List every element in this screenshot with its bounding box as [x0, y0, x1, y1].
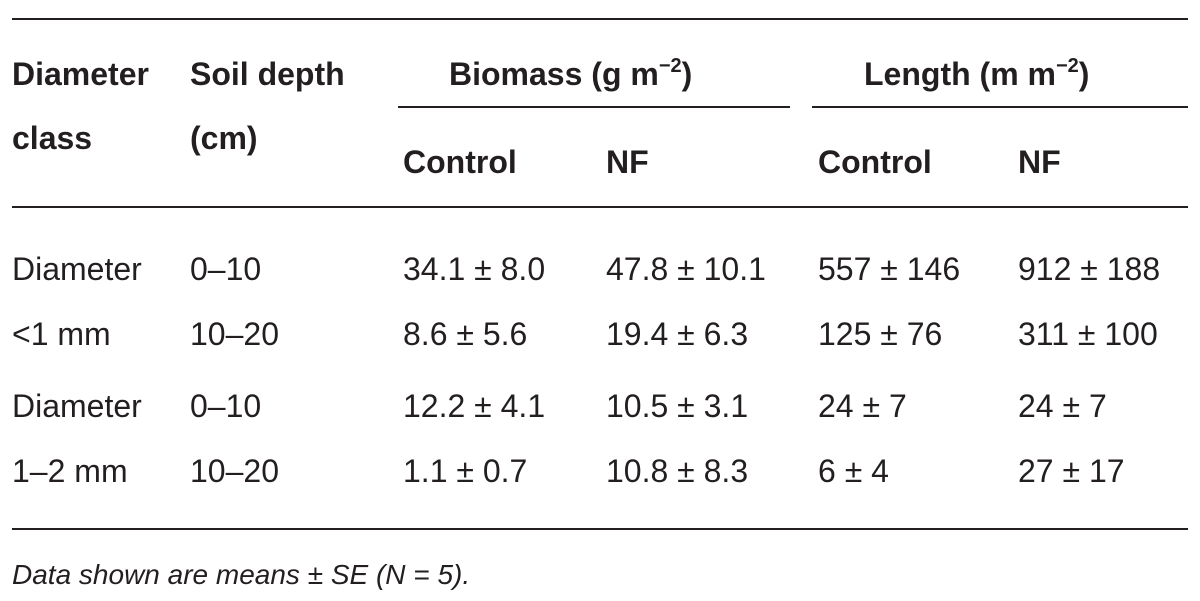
row2-length-nf: 311 ± 100	[1018, 316, 1158, 352]
table-top-rule	[12, 18, 1188, 20]
row4-class: 1–2 mm	[12, 453, 128, 489]
row4-length-control: 6 ± 4	[818, 453, 889, 489]
length-group-rule	[812, 106, 1188, 108]
header-length-text: Length (m m	[864, 56, 1056, 92]
header-biomass-nf: NF	[606, 144, 649, 180]
row3-class: Diameter	[12, 388, 142, 424]
header-biomass-text: Biomass (g m	[449, 56, 659, 92]
row3-length-nf: 24 ± 7	[1018, 388, 1107, 424]
row4-biomass-nf: 10.8 ± 8.3	[606, 453, 749, 489]
header-biomass-control: Control	[403, 144, 517, 180]
row1-length-nf: 912 ± 188	[1018, 251, 1161, 287]
biomass-group-rule	[398, 106, 790, 108]
row2-length-control: 125 ± 76	[818, 316, 943, 352]
header-length-nf: NF	[1018, 144, 1061, 180]
row1-biomass-control: 34.1 ± 8.0	[403, 251, 546, 287]
header-biomass-group: Biomass (g m−2)	[449, 55, 693, 92]
row1-biomass-nf: 47.8 ± 10.1	[606, 251, 766, 287]
row4-biomass-control: 1.1 ± 0.7	[403, 453, 528, 489]
header-biomass-exponent: −2	[658, 55, 682, 77]
header-length-close: )	[1078, 56, 1090, 92]
header-length-group: Length (m m−2)	[864, 55, 1090, 92]
header-diameter-class-line2: class	[12, 120, 93, 156]
row1-length-control: 557 ± 146	[818, 251, 961, 287]
row2-biomass-nf: 19.4 ± 6.3	[606, 316, 749, 352]
row2-biomass-control: 8.6 ± 5.6	[403, 316, 528, 352]
row2-depth: 10–20	[190, 316, 279, 352]
header-soil-depth-line2: (cm)	[190, 120, 258, 156]
header-diameter-class-line1: Diameter	[12, 56, 149, 92]
header-length-exponent: −2	[1055, 55, 1079, 77]
table-footnote: Data shown are means ± SE (N = 5).	[12, 559, 471, 590]
row2-class: <1 mm	[12, 316, 111, 352]
row3-depth: 0–10	[190, 388, 262, 424]
header-soil-depth-line1: Soil depth	[190, 56, 345, 92]
header-biomass-close: )	[681, 56, 693, 92]
header-bottom-rule	[12, 206, 1188, 208]
table-bottom-rule	[12, 528, 1188, 530]
row3-biomass-control: 12.2 ± 4.1	[403, 388, 546, 424]
row1-class: Diameter	[12, 251, 142, 287]
row3-biomass-nf: 10.5 ± 3.1	[606, 388, 749, 424]
row4-depth: 10–20	[190, 453, 279, 489]
header-length-control: Control	[818, 144, 932, 180]
row4-length-nf: 27 ± 17	[1018, 453, 1125, 489]
row3-length-control: 24 ± 7	[818, 388, 907, 424]
row1-depth: 0–10	[190, 251, 262, 287]
